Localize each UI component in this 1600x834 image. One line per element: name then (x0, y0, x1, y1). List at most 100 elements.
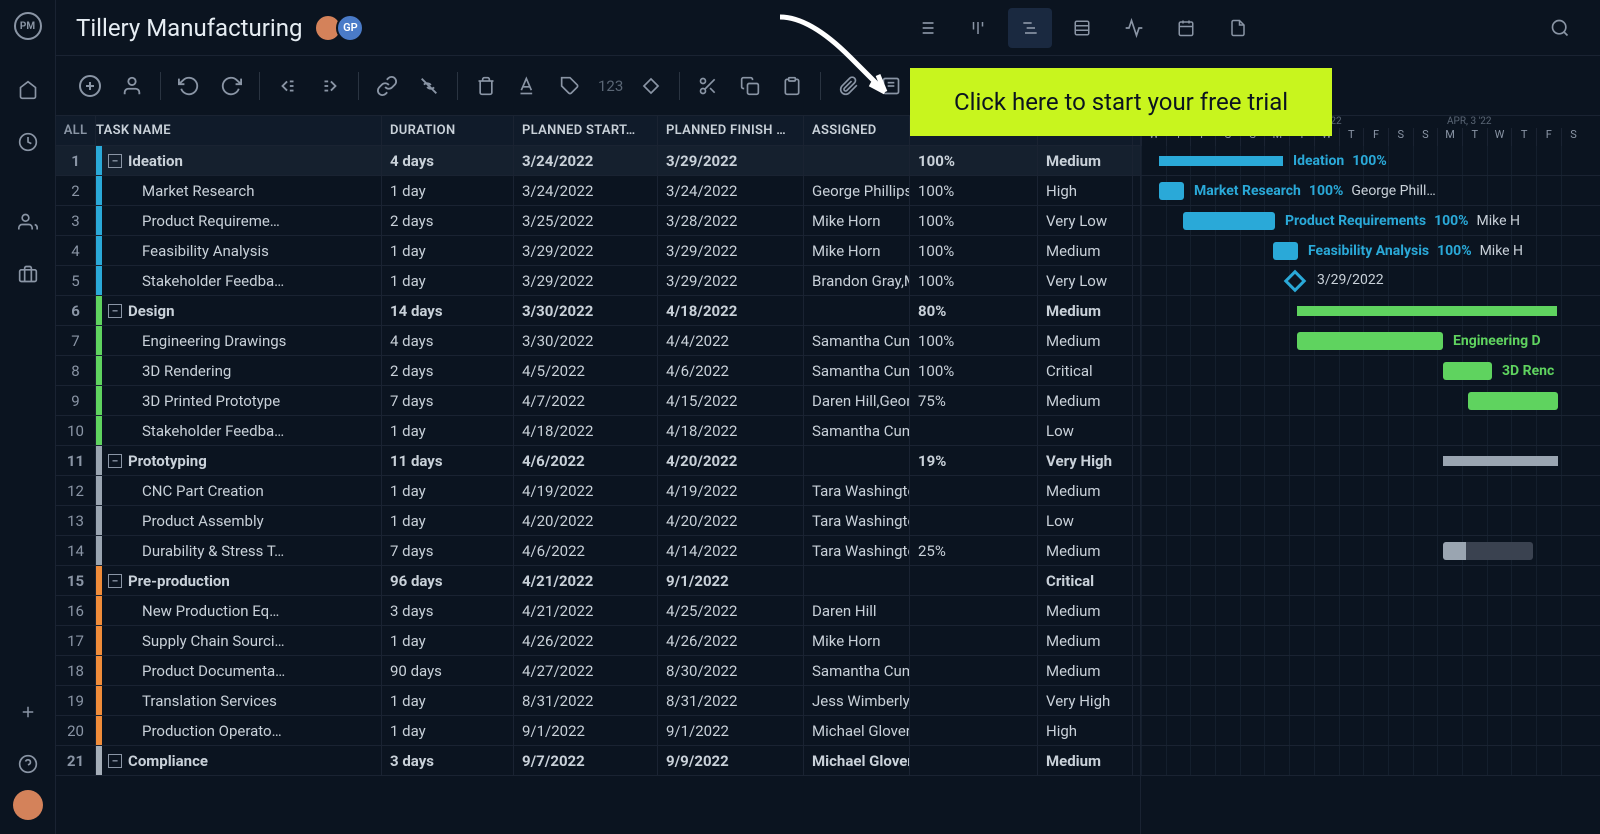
finish-cell[interactable]: 4/25/2022 (658, 596, 804, 625)
priority-cell[interactable]: Medium (1038, 296, 1133, 325)
task-row[interactable]: 11−Prototyping11 days4/6/20224/20/202219… (56, 446, 1140, 476)
task-row[interactable]: 1−Ideation4 days3/24/20223/29/2022100%Me… (56, 146, 1140, 176)
task-row[interactable]: 5Stakeholder Feedba…1 day3/29/20223/29/2… (56, 266, 1140, 296)
search-icon[interactable] (1540, 8, 1580, 48)
task-name-cell[interactable]: Translation Services (96, 686, 382, 715)
percent-cell[interactable] (910, 566, 1038, 595)
collapse-icon[interactable]: − (108, 574, 122, 588)
task-row[interactable]: 14Durability & Stress T…7 days4/6/20224/… (56, 536, 1140, 566)
percent-cell[interactable] (910, 416, 1038, 445)
duration-cell[interactable]: 7 days (382, 536, 514, 565)
start-cell[interactable]: 4/21/2022 (514, 596, 658, 625)
percent-cell[interactable]: 80% (910, 296, 1038, 325)
assigned-cell[interactable]: Daren Hill (804, 596, 910, 625)
task-row[interactable]: 16New Production Eq…3 days4/21/20224/25/… (56, 596, 1140, 626)
collapse-icon[interactable]: − (108, 304, 122, 318)
finish-cell[interactable]: 8/30/2022 (658, 656, 804, 685)
priority-cell[interactable]: Medium (1038, 146, 1133, 175)
start-cell[interactable]: 4/6/2022 (514, 446, 658, 475)
task-name-cell[interactable]: −Ideation (96, 146, 382, 175)
assigned-cell[interactable] (804, 446, 910, 475)
priority-cell[interactable]: Medium (1038, 326, 1133, 355)
task-row[interactable]: 2Market Research1 day3/24/20223/24/2022G… (56, 176, 1140, 206)
duration-cell[interactable]: 2 days (382, 206, 514, 235)
start-cell[interactable]: 4/5/2022 (514, 356, 658, 385)
assigned-cell[interactable]: Jess Wimberly (804, 686, 910, 715)
milestone-icon[interactable] (637, 72, 665, 100)
col-header-all[interactable]: ALL (56, 116, 96, 145)
priority-cell[interactable]: Critical (1038, 566, 1133, 595)
percent-cell[interactable]: 100% (910, 236, 1038, 265)
task-name-cell[interactable]: −Prototyping (96, 446, 382, 475)
collapse-icon[interactable]: − (108, 754, 122, 768)
finish-cell[interactable]: 4/4/2022 (658, 326, 804, 355)
finish-cell[interactable]: 9/9/2022 (658, 746, 804, 775)
copy-icon[interactable] (736, 72, 764, 100)
task-row[interactable]: 83D Rendering2 days4/5/20224/6/2022Saman… (56, 356, 1140, 386)
assigned-cell[interactable] (804, 146, 910, 175)
duration-cell[interactable]: 14 days (382, 296, 514, 325)
assigned-cell[interactable]: Mike Horn (804, 236, 910, 265)
undo-icon[interactable] (175, 72, 203, 100)
task-row[interactable]: 19Translation Services1 day8/31/20228/31… (56, 686, 1140, 716)
percent-cell[interactable] (910, 656, 1038, 685)
collapse-icon[interactable]: − (108, 154, 122, 168)
duration-cell[interactable]: 1 day (382, 686, 514, 715)
task-name-cell[interactable]: Market Research (96, 176, 382, 205)
finish-cell[interactable]: 9/1/2022 (658, 566, 804, 595)
percent-cell[interactable] (910, 626, 1038, 655)
start-cell[interactable]: 9/1/2022 (514, 716, 658, 745)
finish-cell[interactable]: 4/6/2022 (658, 356, 804, 385)
duration-cell[interactable]: 1 day (382, 416, 514, 445)
priority-cell[interactable]: Very Low (1038, 206, 1133, 235)
duration-cell[interactable]: 1 day (382, 716, 514, 745)
help-icon[interactable] (16, 752, 40, 776)
task-row[interactable]: 21−Compliance3 days9/7/20229/9/2022Micha… (56, 746, 1140, 776)
task-name-cell[interactable]: −Compliance (96, 746, 382, 775)
start-cell[interactable]: 4/18/2022 (514, 416, 658, 445)
add-task-icon[interactable] (76, 72, 104, 100)
add-icon[interactable] (16, 700, 40, 724)
start-cell[interactable]: 9/7/2022 (514, 746, 658, 775)
task-row[interactable]: 4Feasibility Analysis1 day3/29/20223/29/… (56, 236, 1140, 266)
finish-cell[interactable]: 8/31/2022 (658, 686, 804, 715)
view-gantt-icon[interactable] (1008, 8, 1052, 48)
priority-cell[interactable]: High (1038, 716, 1133, 745)
priority-cell[interactable]: Very High (1038, 446, 1133, 475)
col-header-start[interactable]: PLANNED START… (514, 116, 658, 145)
duration-cell[interactable]: 96 days (382, 566, 514, 595)
task-name-cell[interactable]: Supply Chain Sourci… (96, 626, 382, 655)
percent-cell[interactable]: 19% (910, 446, 1038, 475)
start-cell[interactable]: 8/31/2022 (514, 686, 658, 715)
col-header-name[interactable]: TASK NAME (96, 116, 382, 145)
assigned-cell[interactable]: George Phillips (804, 176, 910, 205)
assigned-cell[interactable]: Samantha Cum (804, 326, 910, 355)
priority-cell[interactable]: Medium (1038, 236, 1133, 265)
finish-cell[interactable]: 9/1/2022 (658, 716, 804, 745)
task-name-cell[interactable]: Durability & Stress T… (96, 536, 382, 565)
duration-cell[interactable]: 1 day (382, 266, 514, 295)
col-header-finish[interactable]: PLANNED FINISH … (658, 116, 804, 145)
percent-cell[interactable]: 25% (910, 536, 1038, 565)
task-name-cell[interactable]: Product Assembly (96, 506, 382, 535)
finish-cell[interactable]: 3/29/2022 (658, 146, 804, 175)
percent-cell[interactable] (910, 476, 1038, 505)
assigned-cell[interactable] (804, 296, 910, 325)
text-color-icon[interactable] (514, 72, 542, 100)
task-row[interactable]: 93D Printed Prototype7 days4/7/20224/15/… (56, 386, 1140, 416)
cta-callout[interactable]: Click here to start your free trial (910, 68, 1332, 136)
task-row[interactable]: 17Supply Chain Sourci…1 day4/26/20224/26… (56, 626, 1140, 656)
finish-cell[interactable]: 3/29/2022 (658, 266, 804, 295)
percent-cell[interactable]: 75% (910, 386, 1038, 415)
duration-cell[interactable]: 4 days (382, 146, 514, 175)
priority-cell[interactable]: Low (1038, 416, 1133, 445)
finish-cell[interactable]: 4/15/2022 (658, 386, 804, 415)
start-cell[interactable]: 3/24/2022 (514, 146, 658, 175)
assigned-cell[interactable]: Michael Glover (804, 746, 910, 775)
priority-cell[interactable]: Very Low (1038, 266, 1133, 295)
assigned-cell[interactable]: Mike Horn (804, 626, 910, 655)
start-cell[interactable]: 3/29/2022 (514, 266, 658, 295)
tag-icon[interactable] (556, 72, 584, 100)
member-avatars[interactable]: GP (320, 14, 364, 42)
task-row[interactable]: 3Product Requireme…2 days3/25/20223/28/2… (56, 206, 1140, 236)
